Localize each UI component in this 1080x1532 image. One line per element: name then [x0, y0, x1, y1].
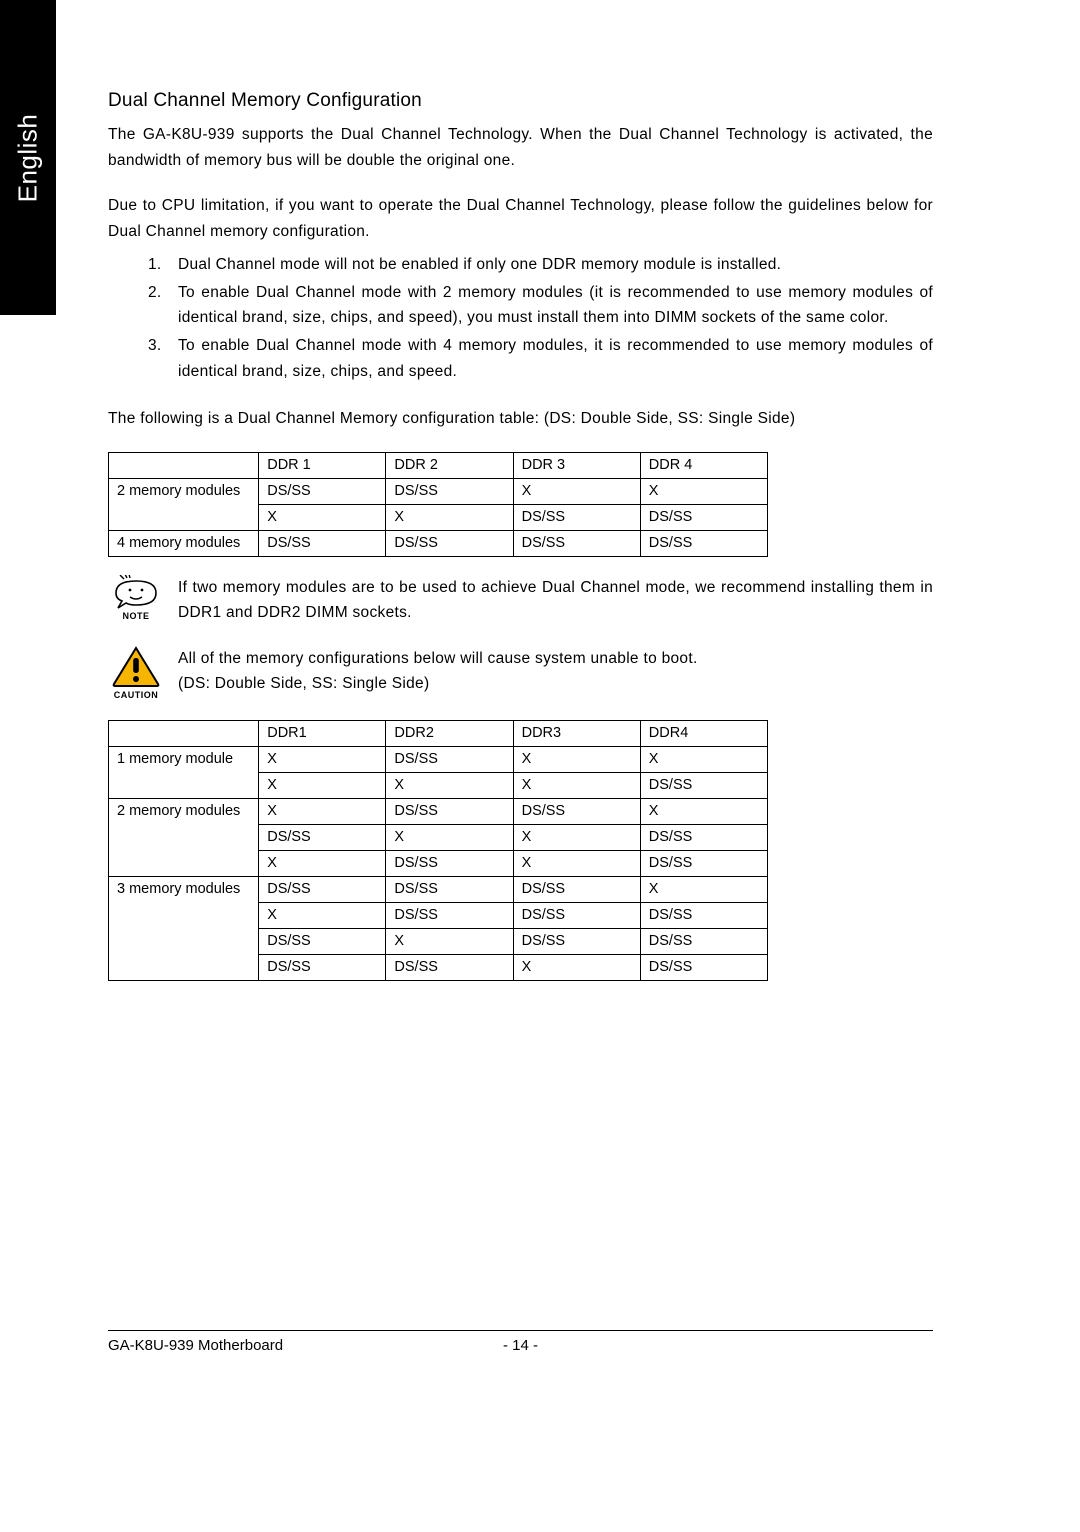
table-cell: 2 memory modules: [109, 798, 259, 876]
table-cell: DS/SS: [259, 824, 386, 850]
table-cell: DS/SS: [259, 876, 386, 902]
list-item-text: Dual Channel mode will not be enabled if…: [178, 256, 781, 273]
table-header-cell: DDR 3: [513, 452, 640, 478]
note-icon: NOTE: [108, 575, 164, 621]
table-row: 2 memory modules X DS/SS DS/SS X: [109, 798, 768, 824]
caution-callout: CAUTION All of the memory configurations…: [108, 646, 933, 700]
table-header-cell: DDR4: [640, 720, 767, 746]
table-row: 2 memory modules DS/SS DS/SS X X: [109, 478, 768, 504]
table-cell: 3 memory modules: [109, 876, 259, 980]
table-header-cell: DDR 4: [640, 452, 767, 478]
table-cell: X: [259, 772, 386, 798]
section-heading: Dual Channel Memory Configuration: [108, 90, 933, 112]
caution-line1: All of the memory configurations below w…: [178, 650, 698, 667]
caution-text: All of the memory configurations below w…: [178, 646, 933, 697]
table-cell: DS/SS: [386, 902, 513, 928]
table-cell: DS/SS: [386, 746, 513, 772]
page-footer: GA-K8U-939 Motherboard - 14 -: [108, 1330, 933, 1354]
list-item-text: To enable Dual Channel mode with 4 memor…: [178, 337, 933, 380]
table-cell: DS/SS: [513, 876, 640, 902]
table-cell: X: [259, 798, 386, 824]
table-cell: X: [386, 504, 513, 530]
table-cell: X: [513, 850, 640, 876]
noboot-config-table: DDR1 DDR2 DDR3 DDR4 1 memory module X DS…: [108, 720, 768, 981]
table-cell: X: [513, 954, 640, 980]
table-cell: X: [259, 902, 386, 928]
guideline-list: 1.Dual Channel mode will not be enabled …: [108, 252, 933, 384]
table-cell: X: [640, 798, 767, 824]
table-cell: X: [259, 504, 386, 530]
page-content: Dual Channel Memory Configuration The GA…: [108, 90, 933, 999]
footer-rule: [108, 1330, 933, 1331]
table-cell: X: [513, 824, 640, 850]
table-cell: DS/SS: [259, 954, 386, 980]
table-cell: X: [513, 746, 640, 772]
table-header-cell: DDR3: [513, 720, 640, 746]
note-text: If two memory modules are to be used to …: [178, 575, 933, 626]
guideline-paragraph: Due to CPU limitation, if you want to op…: [108, 193, 933, 244]
table-cell: DS/SS: [640, 850, 767, 876]
table-row: 4 memory modules DS/SS DS/SS DS/SS DS/SS: [109, 530, 768, 556]
table-cell: DS/SS: [386, 798, 513, 824]
table-cell: DS/SS: [640, 928, 767, 954]
note-callout: NOTE If two memory modules are to be use…: [108, 575, 933, 626]
footer-page-number: - 14 -: [503, 1337, 538, 1354]
table-header-cell: DDR1: [259, 720, 386, 746]
table-cell: X: [640, 478, 767, 504]
table-cell: DS/SS: [640, 824, 767, 850]
table-cell: DS/SS: [386, 530, 513, 556]
table-cell: 4 memory modules: [109, 530, 259, 556]
caution-line2: (DS: Double Side, SS: Single Side): [178, 675, 429, 692]
table-header-cell: DDR 2: [386, 452, 513, 478]
table-header-row: DDR 1 DDR 2 DDR 3 DDR 4: [109, 452, 768, 478]
table-header-cell: DDR2: [386, 720, 513, 746]
table-cell: DS/SS: [386, 954, 513, 980]
table-cell: X: [386, 772, 513, 798]
table-cell: X: [259, 746, 386, 772]
language-side-tab: English: [0, 0, 56, 315]
table-cell: DS/SS: [640, 504, 767, 530]
table-cell: DS/SS: [386, 876, 513, 902]
note-caption: NOTE: [122, 611, 149, 621]
dual-channel-config-table: DDR 1 DDR 2 DDR 3 DDR 4 2 memory modules…: [108, 452, 768, 557]
table-cell: 1 memory module: [109, 746, 259, 798]
list-item: 2.To enable Dual Channel mode with 2 mem…: [148, 280, 933, 331]
table-cell: X: [513, 478, 640, 504]
caution-icon: CAUTION: [108, 646, 164, 700]
table-header-cell: [109, 452, 259, 478]
table-cell: X: [386, 824, 513, 850]
table-row: 1 memory module X DS/SS X X: [109, 746, 768, 772]
table-cell: X: [386, 928, 513, 954]
list-item: 3.To enable Dual Channel mode with 4 mem…: [148, 333, 933, 384]
table-cell: X: [640, 876, 767, 902]
table-cell: DS/SS: [640, 954, 767, 980]
caution-caption: CAUTION: [114, 690, 159, 700]
table-cell: DS/SS: [513, 530, 640, 556]
language-label: English: [13, 113, 44, 202]
table-cell: DS/SS: [386, 850, 513, 876]
table-cell: DS/SS: [259, 530, 386, 556]
table-cell: DS/SS: [640, 772, 767, 798]
table-cell: DS/SS: [513, 928, 640, 954]
table-cell: DS/SS: [386, 478, 513, 504]
table-cell: DS/SS: [640, 902, 767, 928]
table-row: 3 memory modules DS/SS DS/SS DS/SS X: [109, 876, 768, 902]
table-cell: 2 memory modules: [109, 478, 259, 530]
table-cell: DS/SS: [513, 902, 640, 928]
list-item-text: To enable Dual Channel mode with 2 memor…: [178, 284, 933, 327]
table-cell: X: [259, 850, 386, 876]
table-cell: DS/SS: [259, 478, 386, 504]
table-cell: DS/SS: [513, 504, 640, 530]
table-cell: X: [513, 772, 640, 798]
list-item: 1.Dual Channel mode will not be enabled …: [148, 252, 933, 278]
table-header-cell: [109, 720, 259, 746]
table-cell: DS/SS: [259, 928, 386, 954]
table-cell: DS/SS: [640, 530, 767, 556]
table-cell: DS/SS: [513, 798, 640, 824]
table-header-row: DDR1 DDR2 DDR3 DDR4: [109, 720, 768, 746]
table-cell: X: [640, 746, 767, 772]
table1-intro: The following is a Dual Channel Memory c…: [108, 406, 933, 432]
table-header-cell: DDR 1: [259, 452, 386, 478]
intro-paragraph: The GA-K8U-939 supports the Dual Channel…: [108, 122, 933, 173]
